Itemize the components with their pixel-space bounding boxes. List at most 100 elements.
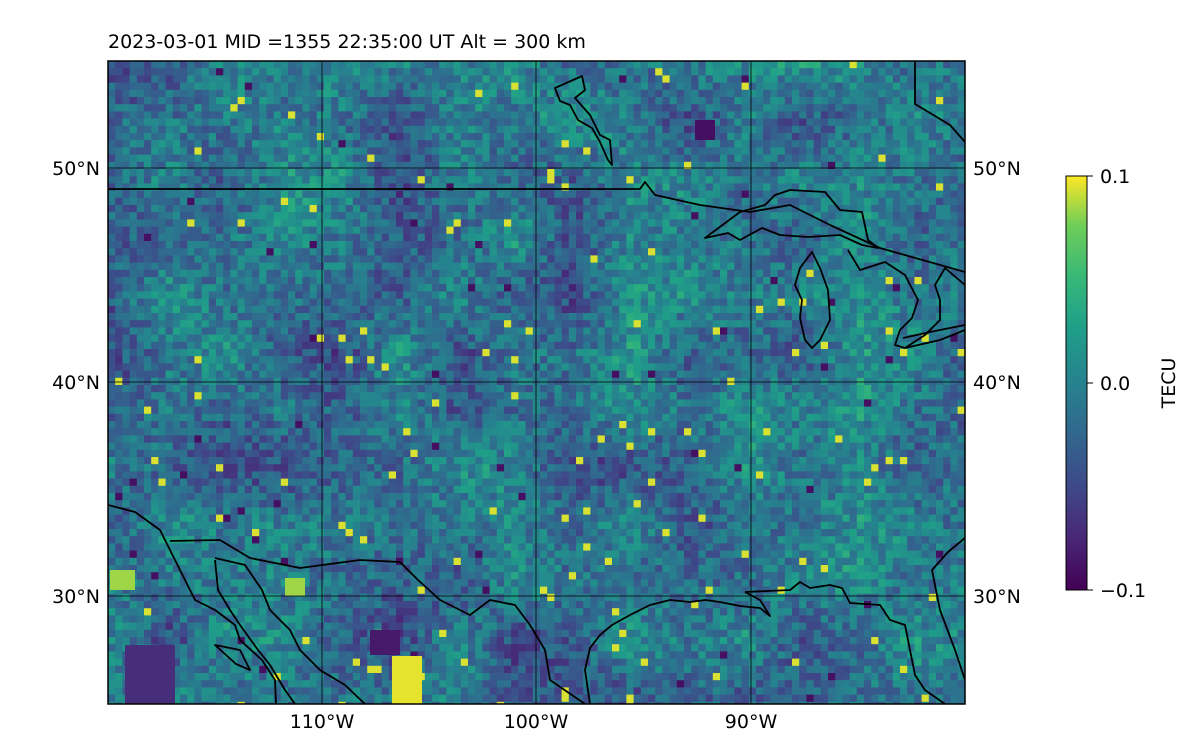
tec-cell xyxy=(835,262,843,271)
tec-cell xyxy=(784,305,793,314)
tec-cell xyxy=(223,233,231,242)
tec-cell xyxy=(568,356,577,364)
tec-cell xyxy=(489,269,498,278)
tec-cell xyxy=(727,349,735,357)
tec-cell xyxy=(907,118,915,127)
tec-cell xyxy=(158,291,167,300)
tec-cell xyxy=(345,68,354,76)
tec-cell xyxy=(892,197,901,206)
tec-cell xyxy=(784,169,793,177)
tec-cell xyxy=(576,248,584,256)
tec-cell xyxy=(878,313,887,321)
tec-cell xyxy=(338,111,347,120)
tec-cell xyxy=(777,212,786,220)
tec-cell xyxy=(417,255,426,264)
tec-cell xyxy=(424,262,433,271)
tec-cell xyxy=(784,147,793,156)
tec-cell xyxy=(712,241,721,249)
tec-cell xyxy=(720,125,728,134)
tec-cell xyxy=(799,305,807,314)
tec-cell xyxy=(784,104,793,112)
tec-cell xyxy=(216,356,224,364)
tec-cell xyxy=(583,140,591,148)
tec-cell xyxy=(309,349,318,357)
tec-cell xyxy=(482,89,491,98)
tec-cell xyxy=(561,97,570,105)
tec-cell xyxy=(187,133,195,141)
tec-cell xyxy=(288,104,296,112)
tec-cell xyxy=(151,154,159,163)
tec-cell xyxy=(648,89,656,98)
tec-cell xyxy=(561,291,570,300)
tec-cell xyxy=(648,133,656,141)
tec-cell xyxy=(655,212,663,220)
tec-cell xyxy=(662,269,671,278)
tec-cell xyxy=(223,89,231,98)
tec-cell xyxy=(835,277,843,285)
tec-cell xyxy=(223,262,231,271)
tec-cell xyxy=(547,291,555,300)
tec-cell xyxy=(482,233,491,242)
tec-cell xyxy=(345,313,354,321)
tec-cell xyxy=(115,320,123,328)
tec-cell xyxy=(619,197,627,206)
tec-cell xyxy=(374,75,383,84)
tec-cell xyxy=(446,255,455,264)
tec-cell xyxy=(532,241,541,249)
tec-cell xyxy=(964,169,965,177)
tec-cell xyxy=(957,154,965,163)
tec-cell xyxy=(439,298,447,307)
tec-cell xyxy=(216,97,224,105)
tec-cell xyxy=(129,140,138,148)
tec-cell xyxy=(396,140,404,148)
tec-cell xyxy=(136,327,145,336)
tec-cell xyxy=(914,241,923,249)
tec-cell xyxy=(561,320,570,328)
tec-cell xyxy=(424,125,433,134)
tec-cell xyxy=(208,161,217,170)
tec-cell xyxy=(237,68,246,76)
tec-cell xyxy=(691,75,699,84)
tec-cell xyxy=(244,82,253,91)
tec-cell xyxy=(309,313,318,321)
tec-cell xyxy=(489,111,498,120)
tec-cell xyxy=(604,133,613,141)
tec-cell xyxy=(518,269,527,278)
tec-cell xyxy=(763,183,771,192)
tec-cell xyxy=(554,147,563,156)
tec-cell xyxy=(129,190,138,199)
tec-cell xyxy=(374,320,383,328)
tec-cell xyxy=(122,68,131,76)
tec-cell xyxy=(511,176,519,184)
tec-cell xyxy=(604,176,613,184)
tec-cell xyxy=(151,356,159,364)
tec-cell xyxy=(828,277,836,285)
tec-cell xyxy=(388,219,397,228)
tec-cell xyxy=(532,176,541,184)
tec-cell xyxy=(921,161,930,170)
tec-cell xyxy=(734,233,743,242)
tec-cell xyxy=(568,298,577,307)
tec-cell xyxy=(201,183,210,192)
tec-cell xyxy=(655,176,663,184)
tec-cell xyxy=(820,154,829,163)
tec-cell xyxy=(108,349,116,357)
tec-cell xyxy=(576,82,584,91)
tec-cell xyxy=(424,75,433,84)
tec-cell xyxy=(324,169,332,177)
tec-cell xyxy=(295,291,303,300)
tec-cell xyxy=(475,118,483,127)
tec-cell xyxy=(813,255,822,264)
tec-cell xyxy=(475,75,483,84)
tec-cell xyxy=(619,140,627,148)
tec-cell xyxy=(777,82,786,91)
tec-cell xyxy=(223,277,231,285)
tec-cell xyxy=(655,68,663,76)
tec-cell xyxy=(619,89,627,98)
tec-cell xyxy=(432,226,440,235)
tec-cell xyxy=(590,212,599,220)
tec-cell xyxy=(259,255,267,264)
tec-cell xyxy=(360,349,368,357)
tec-cell xyxy=(158,82,167,91)
tec-cell xyxy=(511,190,519,199)
